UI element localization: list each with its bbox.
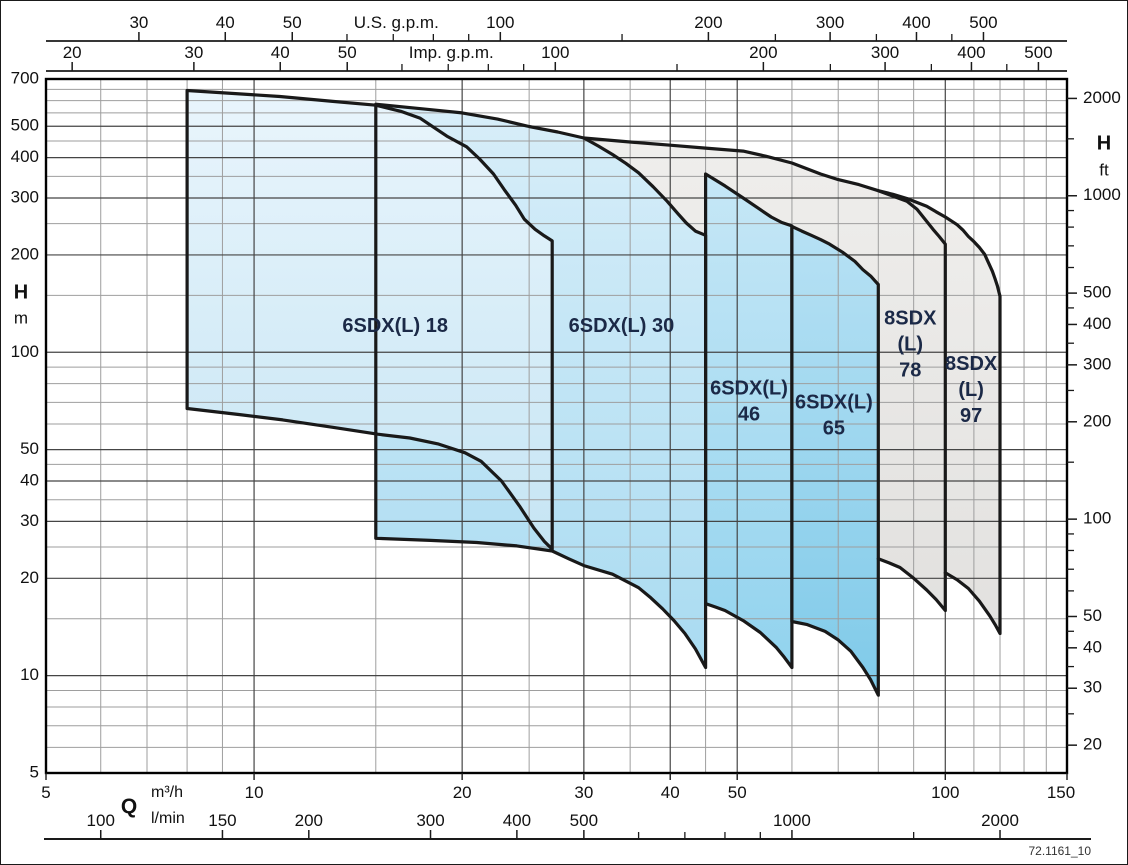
- axis-q-lmin-tick-label: 500: [570, 811, 598, 830]
- axis-q-lmin-tick-label: 300: [416, 811, 444, 830]
- figure-code-label: 72.1161_10: [1028, 844, 1091, 858]
- envelope-6sdx-l-65-label: 65: [823, 417, 845, 439]
- q-axis-unit-m3h: m³/h: [151, 784, 183, 801]
- envelope-8sdx-l-78-label: 78: [899, 360, 921, 382]
- axis-imp-gpm-tick-label: 500: [1024, 43, 1052, 62]
- axis-h-ft-tick-label: 2000: [1083, 88, 1121, 107]
- axis-q-lmin-tick-label: 400: [503, 811, 531, 830]
- axis-h-ft-tick-label: 200: [1083, 411, 1111, 430]
- axis-imp-gpm-tick-label: 100: [541, 43, 569, 62]
- axis-q-title: Qm³/h l/min: [121, 784, 185, 827]
- axis-q-m3h-tick-label: 20: [453, 783, 472, 802]
- envelope-6sdx-l-30-outline: [374, 102, 708, 670]
- axis-h-m-tick-label: 50: [20, 439, 39, 458]
- axis-us-gpm-tick-label: 500: [969, 13, 997, 32]
- axis-imp-gpm-unit-label: Imp. g.p.m.: [409, 43, 494, 62]
- axis-h-ft-tick-label: 300: [1083, 354, 1111, 373]
- h-ft-axis-unit: ft: [1099, 160, 1109, 179]
- axis-imp-gpm-tick-label: 30: [184, 43, 203, 62]
- axis-q-lmin-tick-label: 100: [87, 811, 115, 830]
- axis-imp-gpm-tick-label: 50: [338, 43, 357, 62]
- axis-h-m-tick-label: 10: [20, 665, 39, 684]
- plot-border: [44, 77, 1069, 775]
- axis-q-lmin-tick-label: 150: [208, 811, 236, 830]
- axis-h-m: 700 500 400 300 200 100 50 40 30 20 10 5 Hm: [11, 68, 39, 781]
- envelope-8sdx-l-97-label: (L): [958, 379, 984, 401]
- axis-q-m3h-tick-label: 10: [245, 783, 264, 802]
- envelope-6sdx-l-46-label: 6SDX(L): [710, 378, 788, 400]
- axis-h-m-tick-label: 700: [11, 68, 39, 87]
- axis-q-lmin-tick-label: 2000: [981, 811, 1019, 830]
- axis-us-gpm-tick-label: 40: [216, 13, 235, 32]
- envelope-8sdx-l-97-outline: [876, 189, 1002, 636]
- axis-imp-gpm-tick-label: 400: [957, 43, 985, 62]
- envelope-6sdx-l-46-outline: [704, 172, 794, 670]
- h-ft-axis-title: H: [1097, 132, 1111, 154]
- envelope-6sdx-l-18-label: 6SDX(L) 18: [342, 315, 448, 337]
- axis-imp-gpm-tick-label: 20: [63, 43, 82, 62]
- axis-q-m3h-tick-label: 40: [661, 783, 680, 802]
- q-axis-unit-lmin: l/min: [151, 810, 185, 827]
- axis-q-m3h-tick-label: 30: [574, 783, 593, 802]
- envelope-8sdx-l-97-label: 97: [960, 405, 982, 427]
- envelope-6sdx-l-18-fill: [187, 90, 553, 550]
- axis-q-lmin: 100 150 200 300 400 500 1000 2000: [44, 811, 1091, 840]
- axis-h-m-tick-label: 5: [30, 762, 39, 781]
- h-m-axis-unit: m: [14, 308, 28, 327]
- axis-h-ft-tick-label: 100: [1083, 509, 1111, 528]
- axis-h-ft-tick-label: 40: [1083, 637, 1102, 656]
- axis-h-m-tick-label: 100: [11, 342, 39, 361]
- envelope-6sdx-l-65-label: 6SDX(L): [795, 391, 873, 413]
- axis-h-m-tick-label: 200: [11, 244, 39, 263]
- axis-q-m3h-tick-label: 150: [1047, 783, 1075, 802]
- axis-us-gpm-tick-label: 100: [486, 13, 514, 32]
- axis-h-m-tick-label: 30: [20, 511, 39, 530]
- axis-us-gpm-tick-label: 50: [283, 13, 302, 32]
- axis-h-ft-tick-label: 50: [1083, 606, 1102, 625]
- axis-h-m-tick-label: 300: [11, 187, 39, 206]
- h-m-axis-title: H: [14, 281, 28, 303]
- axis-h-m-tick-label: 40: [20, 470, 39, 489]
- envelope-outlines: [185, 88, 1002, 697]
- region-labels: 8SDX (L) 97 8SDX (L) 78 6SDX(L) 65 6SDX(L) 46 6SDX…: [342, 308, 998, 440]
- axis-h-ft-tick-label: 1000: [1083, 185, 1121, 204]
- axis-h-ft-tick-label: 400: [1083, 314, 1111, 333]
- axis-imp-gpm-tick-label: 200: [749, 43, 777, 62]
- envelope-6sdx-l-46-label: 46: [738, 404, 760, 426]
- axis-us-gpm-tick-label: 400: [902, 13, 930, 32]
- axis-us-gpm-unit-label: U.S. g.p.m.: [354, 13, 439, 32]
- axis-us-gpm-tick-label: 200: [694, 13, 722, 32]
- envelope-8sdx-l-78-label: (L): [898, 334, 924, 356]
- axis-h-m-tick-label: 20: [20, 568, 39, 587]
- envelope-6sdx-l-30-label: 6SDX(L) 30: [569, 315, 675, 337]
- axis-h-m-tick-label: 500: [11, 116, 39, 135]
- axis-imp-gpm-tick-label: 300: [871, 43, 899, 62]
- axis-q-m3h-tick-label: 5: [41, 783, 50, 802]
- axis-h-ft-tick-label: 30: [1083, 678, 1102, 697]
- axis-imp-gpm: 20 30 40 50 100 200 300 400 500 Imp. g.p.m.: [46, 43, 1067, 72]
- axis-imp-gpm-tick-label: 40: [271, 43, 290, 62]
- envelope-8sdx-l-97-label: 8SDX: [945, 353, 998, 375]
- envelope-6sdx-l-46-fill: [705, 174, 792, 668]
- axis-q-m3h: 5 10 20 30 40 50 100 150: [41, 773, 1075, 802]
- axis-us-gpm-tick-label: 30: [129, 13, 148, 32]
- envelope-6sdx-l-18-outline: [185, 88, 554, 551]
- envelope-6sdx-l-65-outline: [790, 224, 880, 697]
- axis-h-ft-tick-label: 20: [1083, 735, 1102, 754]
- envelope-8sdx-l-78-label: 8SDX: [884, 308, 937, 330]
- axis-q-lmin-tick-label: 200: [295, 811, 323, 830]
- envelope-8sdx-l-78-outline: [582, 136, 947, 613]
- axis-q-m3h-tick-label: 100: [931, 783, 959, 802]
- axis-h-ft: 20 30 40 50 100 200 300 400 500 1000 2000 Hft: [1067, 88, 1121, 754]
- q-axis-title: Q: [121, 795, 137, 818]
- axis-q-lmin-tick-label: 1000: [773, 811, 811, 830]
- axis-us-gpm-tick-label: 300: [816, 13, 844, 32]
- axis-h-ft-tick-label: 500: [1083, 283, 1111, 302]
- axis-us-gpm: 30 40 50 100 200 300 400 500 U.S. g.p.m.: [46, 13, 1067, 42]
- axis-q-m3h-tick-label: 50: [728, 783, 747, 802]
- axis-h-m-tick-label: 400: [11, 147, 39, 166]
